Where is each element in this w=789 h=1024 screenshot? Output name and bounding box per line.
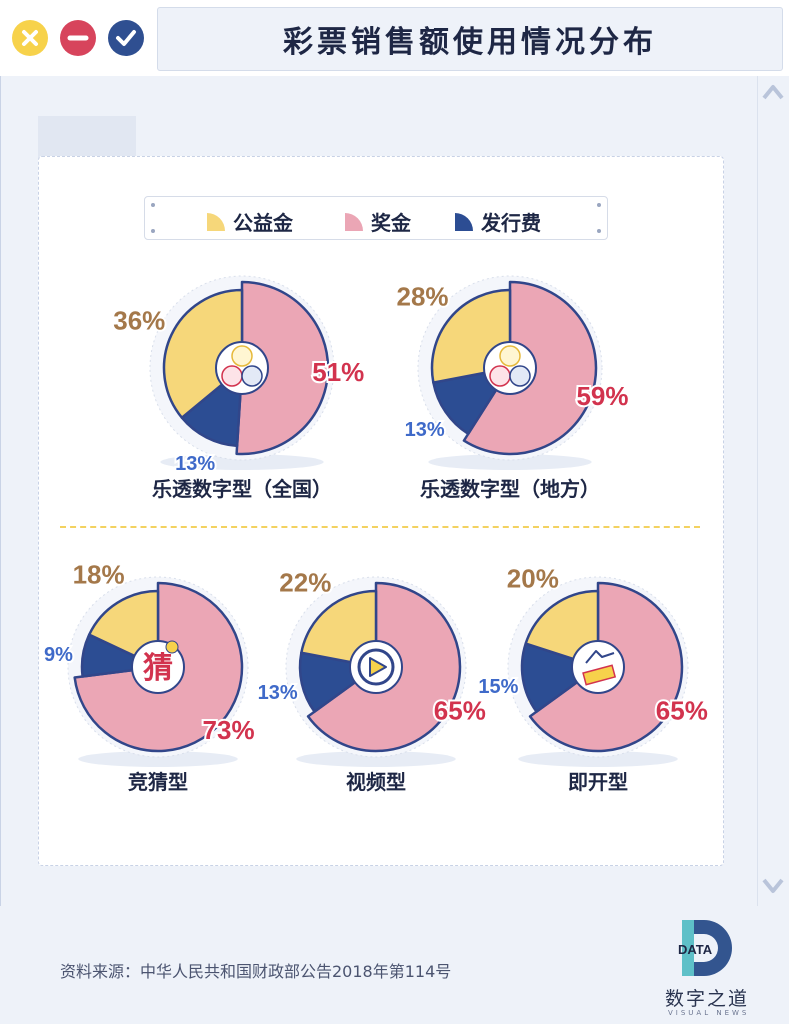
lottery-balls-icon — [483, 341, 537, 395]
legend-corner-dot — [597, 229, 601, 233]
close-icon — [22, 30, 38, 46]
logo-subtitle: VISUAL NEWS — [668, 1009, 750, 1017]
pie-shadow — [160, 454, 324, 470]
legend-label-public-welfare: 公益金 — [233, 211, 293, 235]
chart-title: 视频型 — [346, 770, 406, 794]
logo-mark-text: DATA — [678, 942, 713, 957]
pie-shadow — [428, 454, 592, 470]
legend-label-prize: 奖金 — [371, 211, 411, 235]
chart-title: 竞猜型 — [128, 770, 188, 794]
pie-slice-prize — [235, 280, 330, 456]
data-label-issuance-fee: 9% — [44, 644, 73, 666]
source-note: 资料来源：中华人民共和国财政部公告2018年第114号 — [60, 962, 452, 981]
pie-shadow — [518, 751, 678, 767]
chart-title: 即开型 — [568, 770, 628, 794]
legend-item-public-welfare: 公益金 — [205, 207, 293, 236]
pie-slice-issuance-fee — [520, 642, 600, 713]
chevron-down-icon — [762, 878, 784, 893]
title-box: 彩票销售额使用情况分布 — [157, 7, 783, 71]
confirm-button[interactable] — [108, 20, 144, 56]
pie-chart: 36% 51% 13%乐透数字型（全国） — [111, 275, 366, 503]
pie-slice-public-welfare — [162, 288, 244, 419]
data-label-public-welfare: 28% — [397, 282, 449, 312]
pie-chart: 猜 18% 73% 9% 竞猜型 — [42, 557, 257, 795]
card-tab — [38, 116, 136, 158]
minus-icon — [67, 35, 89, 41]
video-play-icon — [349, 640, 403, 694]
chart-title: 乐透数字型（全国） — [152, 477, 332, 501]
guess-icon: 猜 — [131, 640, 185, 694]
pie-chart: 20% 65% 15% 即开型 — [476, 561, 709, 795]
legend-item-prize: 奖金 — [343, 207, 411, 236]
data-label-prize: 59% — [576, 381, 628, 411]
data-label-public-welfare: 36% — [113, 306, 165, 336]
pie-chart: 28% 59% 13% 乐透数字型（地方） — [395, 275, 631, 503]
data-label-issuance-fee: 13% — [405, 419, 445, 441]
scroll-up-button[interactable] — [759, 78, 787, 106]
legend-swatch-issuance-fee — [455, 212, 473, 231]
legend-item-issuance-fee: 发行费 — [453, 207, 541, 236]
chart-title: 乐透数字型（地方） — [420, 477, 600, 501]
data-label-prize: 73% — [203, 715, 255, 745]
data-logo-icon: DATA — [678, 920, 732, 976]
data-label-issuance-fee: 15% — [478, 676, 518, 698]
guess-icon-text: 猜 — [143, 651, 173, 686]
lottery-balls-icon — [215, 341, 269, 395]
scrollbar-track[interactable] — [757, 76, 789, 906]
legend-label-issuance-fee: 发行费 — [481, 211, 541, 235]
data-label-public-welfare: 18% — [73, 559, 125, 589]
data-label-public-welfare: 22% — [279, 568, 331, 598]
legend-corner-dot — [597, 203, 601, 207]
pie-shadow — [296, 751, 456, 767]
title-bar: 彩票销售额使用情况分布 — [0, 0, 789, 76]
pie-chart: 22% 65% 13% 视频型 — [256, 566, 488, 796]
section-divider — [60, 526, 700, 528]
pie-shadow — [78, 751, 238, 767]
page-title: 彩票销售额使用情况分布 — [283, 25, 657, 60]
scratch-card-icon — [571, 640, 625, 694]
legend-corner-dot — [151, 229, 155, 233]
footer-area — [0, 906, 789, 1024]
logo-name: 数字之道 — [665, 988, 750, 1010]
chevron-up-icon — [762, 85, 784, 100]
data-label-prize: 65% — [434, 696, 486, 726]
close-button[interactable] — [12, 20, 48, 56]
minimize-button[interactable] — [60, 20, 96, 56]
scroll-down-button[interactable] — [759, 872, 787, 900]
data-label-issuance-fee: 13% — [175, 453, 215, 475]
legend-corner-dot — [151, 203, 155, 207]
legend-swatch-prize — [345, 212, 363, 231]
legend-swatch-public-welfare — [207, 212, 225, 231]
data-label-prize: 65% — [656, 696, 708, 726]
check-icon — [116, 30, 136, 46]
data-label-issuance-fee: 13% — [258, 682, 298, 704]
data-label-prize: 51% — [312, 357, 364, 387]
data-label-public-welfare: 20% — [507, 563, 559, 593]
legend: 公益金 奖金 发行费 — [144, 196, 608, 240]
